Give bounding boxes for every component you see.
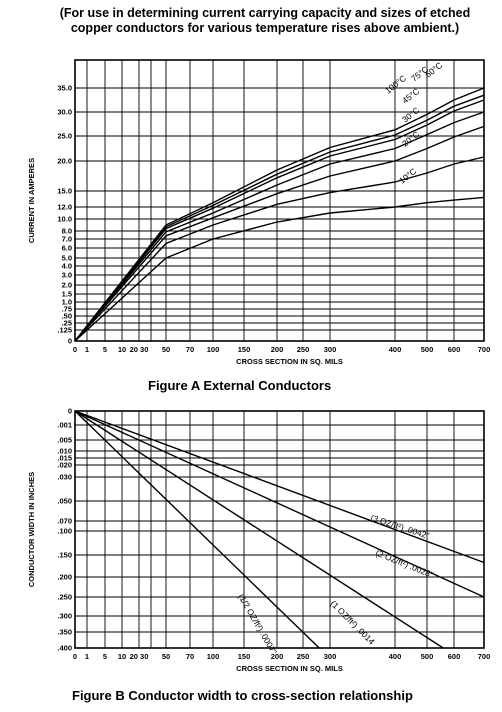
y-tick-label: .050 [57, 497, 72, 506]
y-tick-label: 30.0 [57, 108, 72, 117]
y-tick-label: .030 [57, 473, 72, 482]
y-tick-label: .100 [57, 527, 72, 536]
y-tick-label: 0 [68, 407, 72, 416]
x-tick-label: 50 [162, 652, 170, 661]
x-tick-label: 5 [103, 652, 107, 661]
x-tick-label: 0 [73, 652, 77, 661]
figure-a-chart: 0 1 5 10 20 30 50 70 100 150 200 250 300 400 500 600 70… [27, 59, 491, 366]
y-tick-label: .300 [57, 612, 72, 621]
y-tick-label: .020 [57, 461, 72, 470]
y-tick-label: .150 [57, 551, 72, 560]
series-line [74, 410, 444, 649]
x-tick-label: 400 [389, 652, 402, 661]
y-tick-label: .200 [57, 573, 72, 582]
y-tick-label: .25 [62, 319, 72, 328]
y-tick-label: 1.0 [62, 298, 72, 307]
y-tick-label: .005 [57, 436, 72, 445]
x-tick-label: 300 [324, 345, 337, 354]
x-tick-label: 200 [271, 345, 284, 354]
x-tick-label: 20 30 [130, 345, 149, 354]
series-line [74, 410, 485, 564]
y-tick-label: 8.0 [62, 227, 72, 236]
y-tick-label: 4.0 [62, 262, 72, 271]
plot-frame [74, 59, 485, 342]
figure-b-caption: Figure B Conductor width to cross-sectio… [72, 688, 413, 703]
x-tick-label: 700 [478, 345, 491, 354]
x-tick-label: 600 [448, 652, 461, 661]
y-tick-label: 20.0 [57, 157, 72, 166]
x-tick-label: 1 [85, 345, 89, 354]
series-line [74, 410, 320, 649]
series-line [74, 125, 485, 342]
x-tick-label: 1 [85, 652, 89, 661]
y-tick-label: 6.0 [62, 244, 72, 253]
y-axis-label: CONDUCTOR WIDTH IN INCHES [27, 472, 36, 587]
y-tick-label: 5.0 [62, 254, 72, 263]
series-line [74, 196, 485, 342]
y-tick-label: 1.5 [62, 290, 72, 299]
header-line-2: copper conductors for various temperatur… [70, 21, 460, 35]
y-tick-label: .070 [57, 517, 72, 526]
x-tick-label: 500 [421, 652, 434, 661]
figure-b-chart: 0 1 5 10 20 30 50 70 100 150 200 250 300 400 500 600 70… [27, 407, 490, 674]
x-tick-label: 150 [238, 652, 251, 661]
y-tick-label: .010 [57, 447, 72, 456]
x-tick-label: 700 [478, 652, 491, 661]
y-tick-label: .125 [57, 326, 72, 335]
series-label: 100°C [383, 73, 408, 95]
x-tick-label: 250 [297, 345, 310, 354]
x-axis-label: CROSS SECTION IN SQ. MILS [236, 664, 343, 673]
y-tick-label: .001 [57, 421, 72, 430]
y-tick-label: 7.0 [62, 235, 72, 244]
series-line [74, 87, 485, 342]
y-tick-label: .015 [57, 454, 72, 463]
x-tick-label: 10 [118, 652, 126, 661]
series-line [74, 410, 485, 598]
series-line [74, 156, 485, 342]
x-tick-label: 300 [324, 652, 337, 661]
x-tick-label: 500 [421, 345, 434, 354]
y-axis-label: CURRENT IN AMPERES [27, 158, 36, 243]
y-tick-label: .350 [57, 628, 72, 637]
series-label: (3 OZ/ft²) .0042" [369, 512, 430, 540]
y-tick-label: 15.0 [57, 187, 72, 196]
y-tick-label: 25.0 [57, 132, 72, 141]
x-tick-label: 70 [186, 652, 194, 661]
y-tick-label: 0 [68, 337, 72, 346]
y-tick-label: .50 [62, 312, 72, 321]
x-tick-label: 250 [297, 652, 310, 661]
x-tick-label: 10 [118, 345, 126, 354]
y-tick-label: 12.0 [57, 203, 72, 212]
x-tick-label: 0 [73, 345, 77, 354]
x-tick-label: 150 [238, 345, 251, 354]
series-label: (1/2 OZ/ft²) .0007" [236, 592, 279, 656]
series-label: (2 OZ/ft²) .0028" [374, 548, 434, 580]
x-tick-label: 70 [186, 345, 194, 354]
series-line [74, 99, 485, 342]
x-tick-label: 100 [207, 652, 220, 661]
chart-header-note: (For use in determining current carrying… [40, 6, 490, 36]
series-line [74, 94, 485, 342]
x-tick-label: 200 [271, 652, 284, 661]
y-tick-label: .75 [62, 305, 72, 314]
x-tick-label: 400 [389, 345, 402, 354]
y-tick-label: 10.0 [57, 215, 72, 224]
x-tick-label: 5 [103, 345, 107, 354]
y-tick-label: .250 [57, 593, 72, 602]
figure-a-caption: Figure A External Conductors [148, 378, 332, 393]
series-label: 45°C [400, 86, 421, 106]
y-tick-label: .400 [57, 644, 72, 653]
y-tick-label: 35.0 [57, 84, 72, 93]
x-tick-label: 600 [448, 345, 461, 354]
series-label: (1 OZ/ft²) .0014 [329, 598, 377, 646]
header-line-1: (For use in determining current carrying… [59, 6, 471, 20]
x-tick-label: 20 30 [130, 652, 149, 661]
series-line [74, 111, 485, 342]
x-tick-label: 100 [207, 345, 220, 354]
x-tick-label: 50 [162, 345, 170, 354]
y-tick-label: 2.0 [62, 281, 72, 290]
x-axis-label: CROSS SECTION IN SQ. MILS [236, 357, 343, 366]
y-tick-label: 3.0 [62, 271, 72, 280]
